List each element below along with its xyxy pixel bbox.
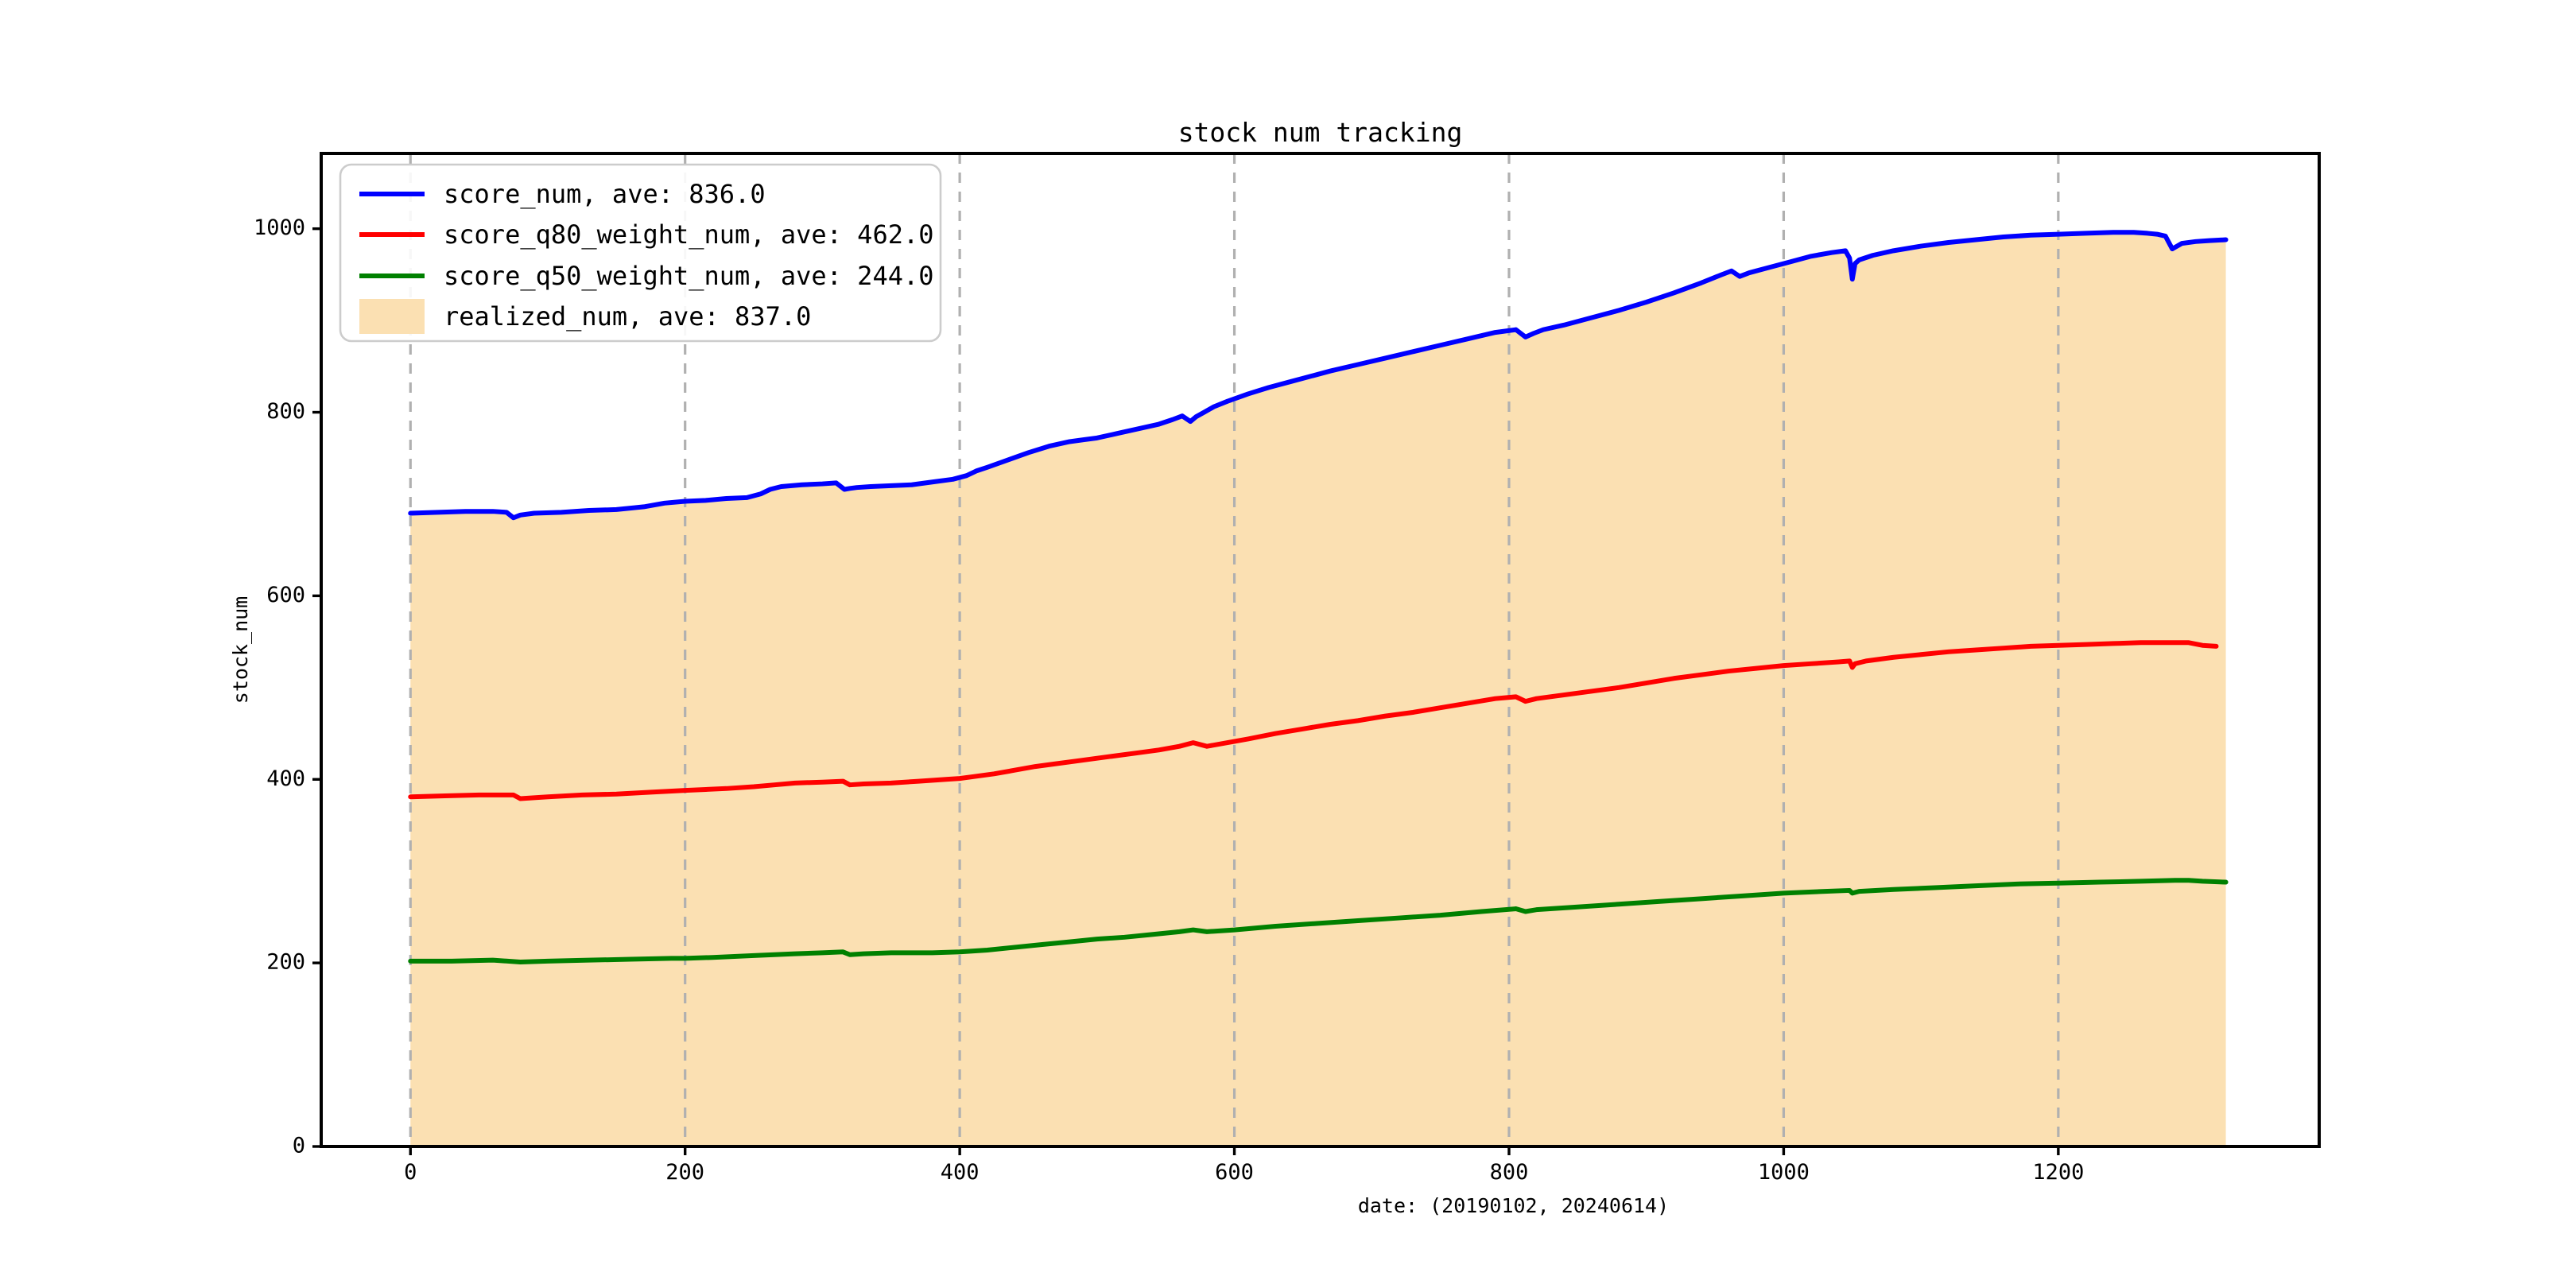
xtick-label-200: 200 <box>665 1160 704 1185</box>
ytick-label-1000: 1000 <box>254 215 305 240</box>
ytick-label-800: 800 <box>266 399 305 424</box>
xtick-label-1000: 1000 <box>1758 1160 1810 1185</box>
series-line-score-q80-weight-num <box>408 640 2219 801</box>
xtick-label-600: 600 <box>1215 1160 1254 1185</box>
legend-label-score-q80-weight-num: score_q80_weight_num, ave: 462.0 <box>444 219 934 250</box>
series-line-score-num <box>408 230 2229 521</box>
y-axis-label: stock_num <box>229 596 252 704</box>
legend-label-realized-num: realized_num, ave: 837.0 <box>444 301 811 332</box>
legend-box <box>339 163 942 343</box>
xtick-label-0: 0 <box>404 1160 417 1185</box>
legend-label-score-num: score_num, ave: 836.0 <box>444 179 766 209</box>
ytick-label-200: 200 <box>266 950 305 975</box>
xtick-label-400: 400 <box>941 1160 980 1185</box>
xtick-label-800: 800 <box>1490 1160 1529 1185</box>
ytick-label-600: 600 <box>266 583 305 607</box>
ytick-label-0: 0 <box>293 1134 305 1158</box>
legend-label-score-q50-weight-num: score_q50_weight_num, ave: 244.0 <box>444 261 934 291</box>
plot-frame <box>320 152 2321 1148</box>
series-line-score-q50-weight-num <box>408 878 2229 964</box>
legend-swatch-realized-num <box>359 299 425 334</box>
x-axis-label: date: (20190102, 20240614) <box>1358 1194 1669 1217</box>
realized-num-area <box>410 232 2226 1146</box>
chart-title: stock num tracking <box>1178 117 1463 148</box>
ytick-label-400: 400 <box>266 766 305 791</box>
xtick-label-1200: 1200 <box>2032 1160 2084 1185</box>
